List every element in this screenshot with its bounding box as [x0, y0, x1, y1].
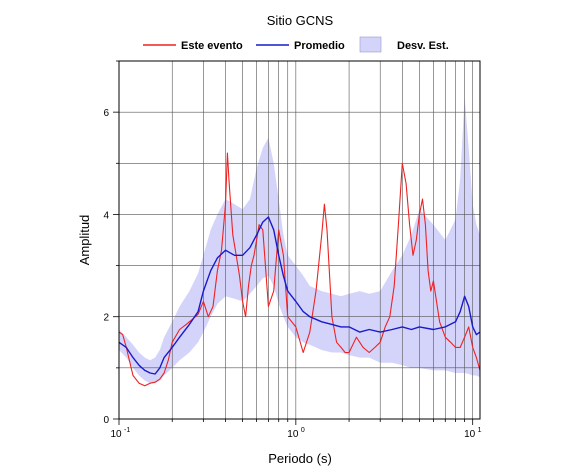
legend-label-promedio: Promedio: [294, 40, 345, 52]
legend-label-desv-est: Desv. Est.: [397, 40, 449, 52]
x-tick-exponent: 1: [478, 427, 482, 434]
chart-title: Sitio GCNS: [267, 13, 334, 28]
series-line-este-evento: [118, 152, 481, 387]
x-tick-exponent: 0: [301, 427, 305, 434]
y-tick-label: 0: [103, 415, 109, 426]
y-axis-label: Amplitud: [77, 215, 92, 266]
plot-frame: [118, 60, 481, 420]
y-tick-label: 4: [103, 210, 109, 221]
x-tick-label: 10: [110, 429, 122, 440]
x-tick-exponent: -1: [124, 427, 130, 434]
std-band: [119, 96, 480, 384]
x-axis-label: Periodo (s): [268, 451, 332, 466]
y-tick-label: 6: [103, 108, 109, 119]
legend: Este evento Promedio Desv. Est.: [143, 36, 449, 53]
legend-label-este-evento: Este evento: [181, 40, 243, 52]
x-tick-label: 10: [464, 429, 476, 440]
series-line-promedio: [118, 216, 481, 375]
legend-swatch-desv-est: [359, 36, 382, 53]
y-tick-label: 2: [103, 313, 109, 324]
std-band-layer: [119, 96, 480, 384]
x-tick-label: 10: [287, 429, 299, 440]
series-layer: [118, 152, 481, 387]
